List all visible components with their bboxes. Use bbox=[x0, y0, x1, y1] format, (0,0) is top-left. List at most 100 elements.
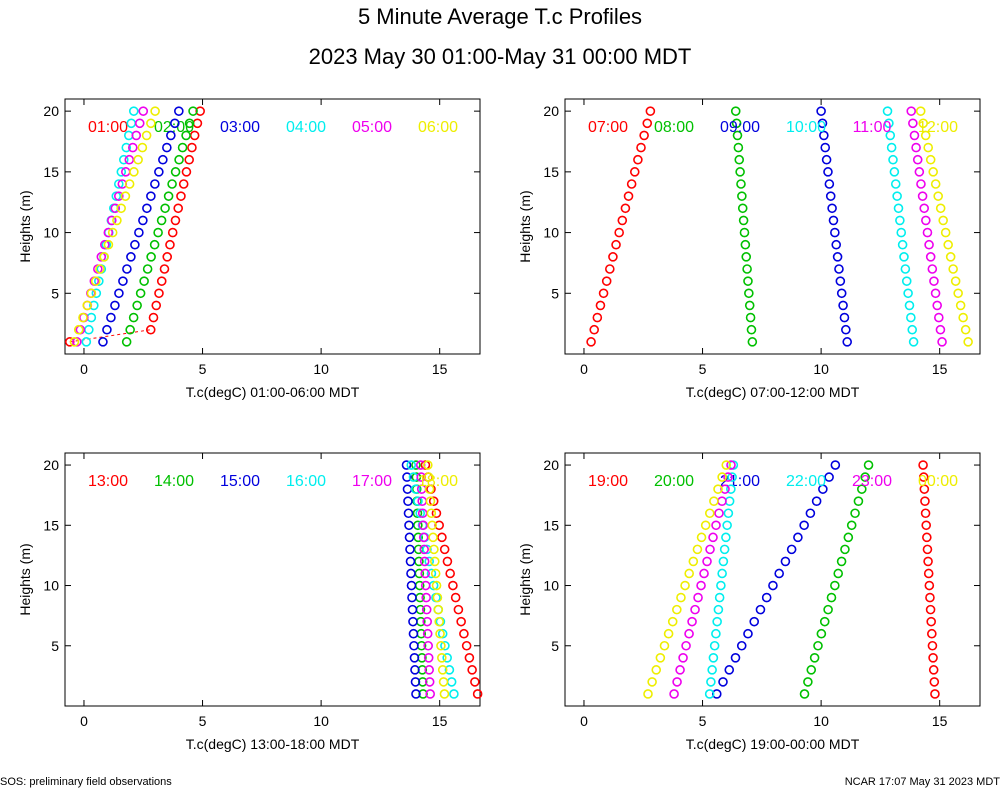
data-point bbox=[438, 677, 449, 687]
data-point bbox=[723, 472, 733, 482]
data-point bbox=[167, 179, 177, 189]
data-point bbox=[413, 496, 423, 506]
data-point bbox=[799, 520, 809, 531]
data-point bbox=[425, 689, 436, 699]
data-point bbox=[681, 640, 691, 651]
y-axis-label: Heights (m) bbox=[17, 190, 33, 262]
series-label: 09:00 bbox=[720, 119, 760, 136]
data-point bbox=[138, 106, 149, 116]
data-point bbox=[636, 142, 646, 153]
data-point bbox=[799, 689, 810, 699]
data-point bbox=[684, 568, 694, 579]
series-label: 01:00 bbox=[88, 119, 128, 136]
data-point bbox=[839, 312, 850, 323]
data-point bbox=[904, 300, 915, 311]
data-point bbox=[742, 264, 752, 274]
data-point bbox=[838, 300, 848, 311]
data-point bbox=[711, 689, 722, 699]
series-0700 bbox=[586, 106, 656, 347]
data-point bbox=[746, 324, 757, 335]
series-label: 20:00 bbox=[654, 473, 694, 490]
data-point bbox=[595, 300, 606, 311]
data-point bbox=[107, 215, 117, 226]
series-1900 bbox=[918, 460, 940, 699]
data-point bbox=[439, 689, 450, 699]
data-point bbox=[611, 239, 621, 250]
data-point bbox=[421, 592, 432, 603]
data-point bbox=[174, 106, 184, 116]
data-point bbox=[446, 677, 457, 687]
y-tick-label: 5 bbox=[51, 638, 59, 654]
data-point bbox=[114, 288, 124, 299]
series-label: 06:00 bbox=[418, 119, 458, 136]
data-point bbox=[126, 118, 137, 129]
data-point bbox=[932, 300, 942, 311]
data-point bbox=[192, 118, 203, 129]
data-point bbox=[830, 580, 840, 591]
series-0000 bbox=[643, 460, 732, 699]
data-point bbox=[730, 106, 741, 116]
data-point bbox=[823, 167, 833, 177]
x-tick-label: 15 bbox=[432, 713, 448, 729]
data-point bbox=[440, 640, 450, 651]
data-point bbox=[744, 300, 755, 311]
data-point bbox=[943, 239, 953, 250]
data-point bbox=[96, 252, 107, 262]
data-point bbox=[718, 677, 728, 687]
x-tick-label: 10 bbox=[313, 361, 329, 377]
data-point bbox=[672, 604, 682, 615]
data-point bbox=[863, 460, 874, 470]
data-point bbox=[423, 653, 434, 663]
data-point bbox=[918, 118, 929, 129]
data-point bbox=[835, 276, 846, 286]
data-point bbox=[434, 520, 444, 531]
series-1200 bbox=[915, 106, 973, 347]
x-tick-label: 0 bbox=[580, 361, 588, 377]
data-point bbox=[950, 276, 961, 286]
data-point bbox=[426, 568, 437, 579]
data-point bbox=[639, 130, 649, 141]
data-point bbox=[927, 628, 937, 639]
data-point bbox=[690, 604, 700, 615]
data-point bbox=[929, 677, 940, 687]
data-point bbox=[816, 628, 827, 639]
data-point bbox=[112, 215, 122, 226]
footer-source-note: SOS: preliminary field observations bbox=[0, 776, 172, 788]
data-point bbox=[960, 324, 971, 335]
data-point bbox=[423, 640, 434, 651]
data-point bbox=[174, 154, 184, 165]
data-point bbox=[676, 592, 686, 603]
data-point bbox=[442, 556, 453, 567]
data-point bbox=[423, 472, 434, 482]
data-point bbox=[442, 653, 452, 663]
data-point bbox=[418, 520, 429, 531]
x-axis-label: T.c(degC) 01:00-06:00 MDT bbox=[186, 384, 360, 400]
data-point bbox=[139, 276, 149, 286]
data-point bbox=[121, 142, 132, 153]
data-point bbox=[719, 544, 730, 555]
data-point bbox=[90, 276, 101, 286]
data-point bbox=[897, 239, 908, 250]
data-point bbox=[94, 276, 104, 286]
data-point bbox=[680, 580, 690, 591]
data-point bbox=[889, 167, 900, 177]
data-point bbox=[409, 653, 420, 663]
data-point bbox=[708, 532, 718, 543]
data-point bbox=[922, 544, 933, 555]
data-point bbox=[741, 252, 752, 262]
x-tick-label: 5 bbox=[199, 361, 207, 377]
data-point bbox=[626, 179, 637, 189]
data-point bbox=[589, 324, 600, 335]
data-point bbox=[687, 616, 697, 627]
data-point bbox=[162, 252, 173, 262]
data-point bbox=[432, 592, 443, 603]
y-tick-label: 10 bbox=[543, 578, 559, 594]
data-point bbox=[726, 484, 736, 494]
data-point bbox=[906, 106, 917, 116]
data-point bbox=[761, 592, 772, 603]
series-0900 bbox=[816, 106, 853, 347]
data-point bbox=[135, 288, 146, 299]
data-point bbox=[816, 106, 826, 116]
footer-timestamp: NCAR 17:07 May 31 2023 MDT bbox=[844, 776, 1000, 788]
data-point bbox=[736, 179, 746, 189]
